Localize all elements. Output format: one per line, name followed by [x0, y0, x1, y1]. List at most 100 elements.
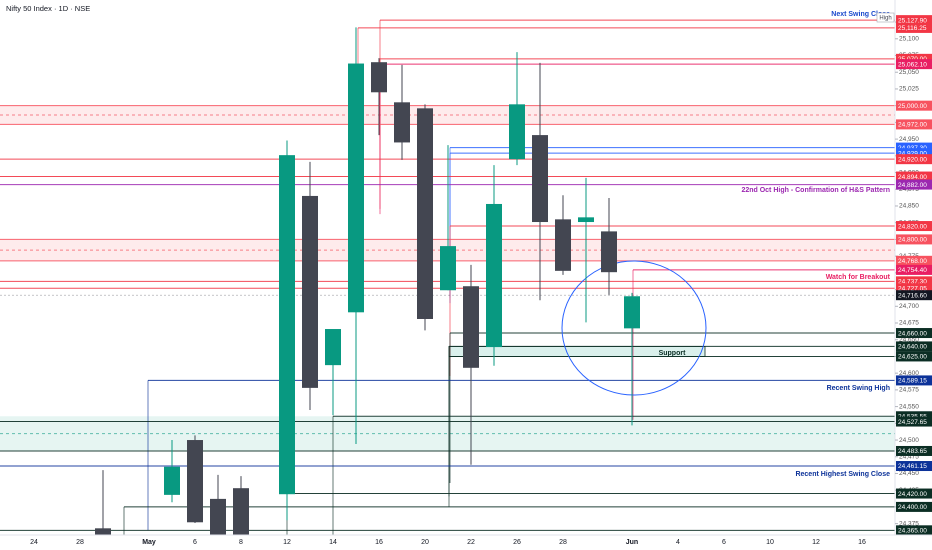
level-tag [896, 100, 932, 111]
level-tag [896, 119, 932, 130]
candle-body [555, 219, 571, 271]
x-tick-label: 14 [329, 539, 337, 546]
candle-body [509, 104, 525, 160]
annotation: Recent Highest Swing Close [795, 471, 890, 478]
high-tag-bg [876, 12, 895, 23]
high-tag: High [879, 16, 891, 22]
candle-body [486, 203, 502, 348]
level-tag [896, 461, 932, 472]
y-tick-label: 24,950 [899, 136, 919, 143]
level-tag [896, 276, 932, 287]
level-tag [896, 22, 932, 33]
level-tag-label: 24,894.00 [898, 174, 927, 181]
level-tag [896, 59, 932, 70]
level-tag [896, 171, 932, 182]
level-tag-label: 24,461.15 [898, 463, 927, 470]
level-tag-label: 24,920.00 [898, 156, 927, 163]
y-tick-label: 24,600 [899, 370, 919, 377]
annotation: 22nd Oct High - Confirmation of H&S Patt… [741, 187, 890, 194]
y-tick-label: 24,850 [899, 203, 919, 210]
level-tag-label: 24,972.00 [898, 122, 927, 129]
level-tag-label: 24,400.00 [898, 504, 927, 511]
x-tick-label: May [142, 539, 156, 546]
level-tag [896, 411, 932, 422]
zone [0, 105, 895, 125]
x-tick-label: 24 [30, 539, 38, 546]
level-tag-label: 24,483.65 [898, 448, 927, 455]
y-tick-label: 25,100 [899, 36, 919, 43]
price-axis: 24,37524,40024,42524,45024,47524,50024,5… [894, 0, 932, 536]
x-tick-label: 6 [193, 539, 197, 546]
candle-body [601, 231, 617, 273]
level-tag [896, 351, 932, 362]
annotation: Recent Swing High [827, 385, 890, 392]
candle-body [279, 155, 295, 495]
level-tag [896, 15, 932, 26]
level-tag [896, 375, 932, 386]
annotation: Next Swing Close [831, 11, 890, 18]
level-tag-label: 25,127.90 [898, 17, 927, 24]
candle-body [348, 63, 364, 313]
candle-body [624, 296, 640, 329]
level-tag-label: 24,420.00 [898, 491, 927, 498]
level-tag-label: 24,882.00 [898, 182, 927, 189]
chart-title: Nifty 50 Index · 1D · NSE [6, 4, 90, 13]
candle-body [578, 217, 594, 223]
y-tick-label: 25,025 [899, 86, 919, 93]
level-tag [896, 416, 932, 427]
x-tick-label: 20 [421, 539, 429, 546]
x-tick-label: 28 [559, 539, 567, 546]
candle-body [532, 135, 548, 223]
y-tick-label: 24,500 [899, 437, 919, 444]
level-tag [896, 525, 932, 536]
level-tag-label: 24,716.60 [898, 292, 927, 299]
x-tick-label: 28 [76, 539, 84, 546]
level-tag [896, 154, 932, 165]
candle-body [233, 488, 249, 535]
level-tag [896, 328, 932, 339]
level-tag-label: 24,640.00 [898, 344, 927, 351]
candle-body [463, 286, 479, 368]
candle-body [325, 329, 341, 366]
level-tag [896, 488, 932, 499]
x-tick-label: 16 [375, 539, 383, 546]
y-tick-label: 24,475 [899, 453, 919, 460]
x-tick-label: 16 [858, 539, 866, 546]
level-tag-label: 24,929.00 [898, 150, 927, 157]
level-tag [896, 221, 932, 232]
highlight-circle [561, 260, 707, 396]
y-tick-label: 24,375 [899, 520, 919, 527]
level-tag [896, 264, 932, 275]
x-tick-label: 22 [467, 539, 475, 546]
candle-body [371, 62, 387, 93]
y-tick-label: 24,450 [899, 470, 919, 477]
level-tag [896, 501, 932, 512]
x-tick-label: 12 [283, 539, 291, 546]
level-tag-label: 24,589.15 [898, 378, 927, 385]
level-tag-label: 24,820.00 [898, 223, 927, 230]
level-tag [896, 179, 932, 190]
y-tick-label: 24,700 [899, 303, 919, 310]
level-tag [896, 255, 932, 266]
level-tag [896, 234, 932, 245]
level-tag-label: 24,660.00 [898, 330, 927, 337]
level-tag [896, 290, 932, 301]
x-tick-label: Jun [626, 539, 638, 546]
level-tag [896, 53, 932, 64]
candle-body [210, 498, 226, 535]
level-tag [896, 283, 932, 294]
level-tag [896, 142, 932, 153]
level-tag-label: 24,365.00 [898, 528, 927, 535]
candle-body [440, 246, 456, 291]
x-tick-label: 8 [239, 539, 243, 546]
candles [95, 27, 640, 535]
y-tick-label: 25,050 [899, 69, 919, 76]
candle-body [302, 195, 318, 388]
candle-body [394, 102, 410, 143]
x-tick-label: 12 [812, 539, 820, 546]
level-tag-label: 25,062.10 [898, 61, 927, 68]
level-tag-label: 24,737.30 [898, 279, 927, 286]
annotation: Watch for Breakout [826, 274, 891, 281]
